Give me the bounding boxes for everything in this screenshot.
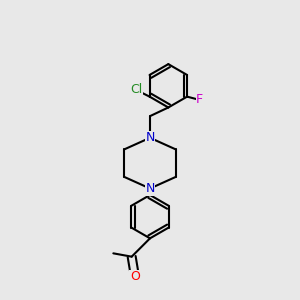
Text: N: N (145, 131, 155, 144)
Text: N: N (145, 182, 155, 195)
Text: Cl: Cl (130, 83, 142, 97)
Text: F: F (196, 94, 203, 106)
Text: O: O (130, 270, 140, 283)
